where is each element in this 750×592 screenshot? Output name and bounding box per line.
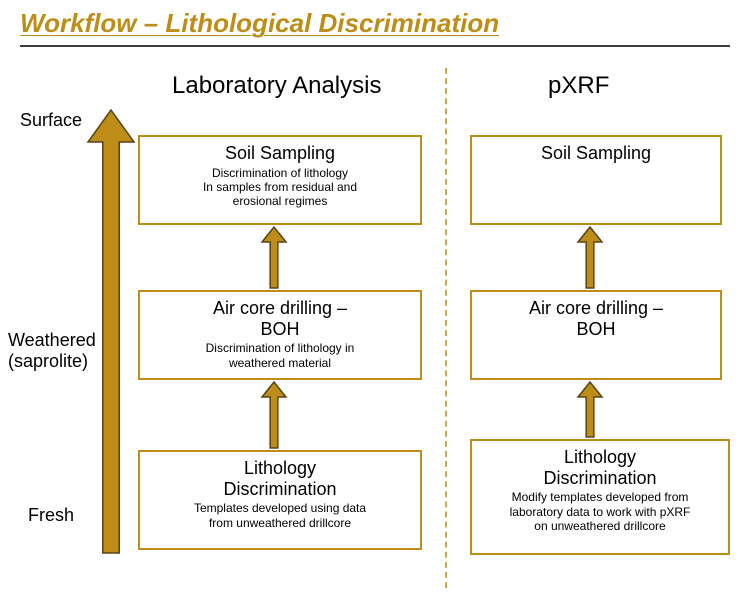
box-lab-soil-sub: Discrimination of lithologyIn samples fr… — [140, 166, 420, 209]
box-lab-lith-sub: Templates developed using datafrom unwea… — [140, 501, 420, 530]
row-label-fresh: Fresh — [28, 505, 74, 526]
box-px-lith-sub: Modify templates developed fromlaborator… — [472, 490, 728, 533]
box-lab-lith: LithologyDiscrimination Templates develo… — [138, 450, 422, 550]
box-px-air-title: Air core drilling –BOH — [472, 298, 720, 339]
flow-arrow-0 — [259, 226, 289, 290]
box-lab-lith-title: LithologyDiscrimination — [140, 458, 420, 499]
box-lab-air-title: Air core drilling –BOH — [140, 298, 420, 339]
column-divider — [445, 68, 447, 588]
row-label-weathered: Weathered (saprolite) — [8, 330, 96, 372]
flow-arrow-2 — [575, 226, 605, 290]
title-rule — [20, 45, 730, 47]
box-lab-soil: Soil Sampling Discrimination of litholog… — [138, 135, 422, 225]
box-px-lith-title: LithologyDiscrimination — [472, 447, 728, 488]
box-px-soil-title: Soil Sampling — [472, 143, 720, 164]
flow-arrow-1 — [259, 381, 289, 450]
page-title: Workflow – Lithological Discrimination — [0, 0, 750, 43]
col-header-pxrf: pXRF — [548, 72, 609, 100]
depth-axis-arrow — [86, 108, 136, 557]
box-lab-air: Air core drilling –BOH Discrimination of… — [138, 290, 422, 380]
col-header-lab: Laboratory Analysis — [172, 72, 381, 100]
box-px-air: Air core drilling –BOH — [470, 290, 722, 380]
box-lab-soil-title: Soil Sampling — [140, 143, 420, 164]
flow-arrow-3 — [575, 381, 605, 439]
row-label-weathered-l1: Weathered — [8, 330, 96, 350]
box-px-soil: Soil Sampling — [470, 135, 722, 225]
row-label-weathered-l2: (saprolite) — [8, 351, 88, 371]
box-px-lith: LithologyDiscrimination Modify templates… — [470, 439, 730, 555]
row-label-surface: Surface — [20, 110, 82, 131]
box-lab-air-sub: Discrimination of lithology inweathered … — [140, 341, 420, 370]
